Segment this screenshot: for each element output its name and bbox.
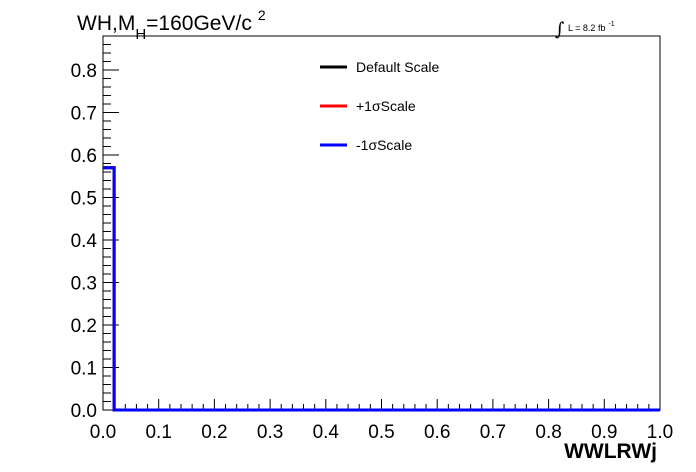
x-tick-label: 0.1 (145, 422, 171, 443)
y-tick-label: 0.2 (71, 316, 97, 337)
title-prefix: WH,M (77, 12, 135, 35)
plot-title: WH,MH=160GeV/c 2 (77, 7, 266, 43)
title-subscript: H (135, 26, 146, 43)
series-group (103, 166, 660, 412)
series-line-0 (103, 166, 660, 412)
x-tick-label: 0.7 (480, 422, 506, 443)
y-tick-label: 0.0 (71, 401, 97, 422)
x-tick-label: 0.2 (201, 422, 227, 443)
x-axis-label: WWLRWj (564, 440, 657, 463)
lumi-label: L = 8.2 fb -1 (568, 21, 615, 33)
legend-label-default: Default Scale (356, 59, 439, 75)
x-tick-label: 0.8 (535, 422, 561, 443)
y-tick-label: 0.7 (71, 104, 97, 125)
y-tick-label: 0.4 (71, 231, 98, 252)
lumi-text: L = 8.2 fb (568, 23, 605, 33)
y-tick-label: 0.3 (71, 274, 97, 295)
legend-label-plus1sigma: +1σScale (356, 98, 416, 114)
x-tick-label: 0.9 (591, 422, 617, 443)
plot-frame (102, 35, 661, 411)
x-tick-label: 0.6 (424, 422, 450, 443)
y-tick-label: 0.5 (71, 189, 97, 210)
lumi-superscript: -1 (608, 21, 614, 28)
x-tick-label: 1.0 (647, 422, 673, 443)
x-tick-label: 0.4 (313, 422, 340, 443)
y-tick-label: 0.1 (71, 359, 97, 380)
legend-label-minus1sigma: -1σScale (356, 137, 412, 153)
y-tick-label: 0.6 (71, 146, 97, 167)
x-tick-label: 0.5 (368, 422, 394, 443)
x-tick-label: 0.0 (90, 422, 116, 443)
series-line-2 (103, 166, 660, 412)
y-tick-label: 0.8 (71, 61, 97, 82)
lumi-integral-sign: ∫ (555, 19, 565, 40)
title-mid: =160GeV/c (146, 12, 252, 35)
title-superscript: 2 (258, 7, 266, 23)
x-tick-label: 0.3 (257, 422, 283, 443)
series-line-1 (103, 166, 660, 412)
legend: Default Scale +1σScale -1σScale (320, 59, 439, 153)
